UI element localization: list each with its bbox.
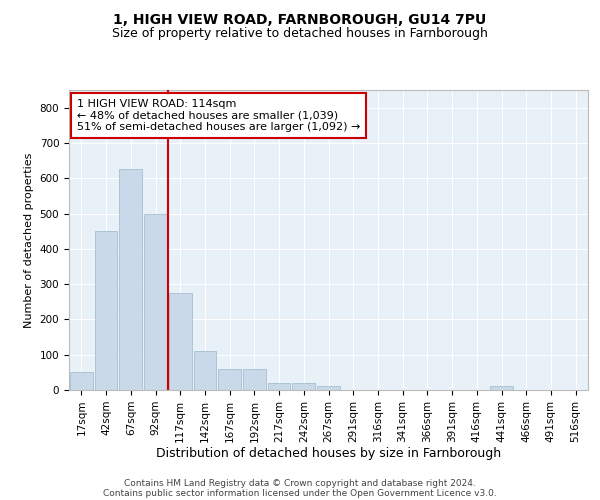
Bar xyxy=(144,214,167,390)
Bar xyxy=(194,351,216,390)
Bar xyxy=(292,383,315,390)
Bar xyxy=(70,372,93,390)
Text: Size of property relative to detached houses in Farnborough: Size of property relative to detached ho… xyxy=(112,28,488,40)
X-axis label: Distribution of detached houses by size in Farnborough: Distribution of detached houses by size … xyxy=(156,448,501,460)
Text: 1, HIGH VIEW ROAD, FARNBOROUGH, GU14 7PU: 1, HIGH VIEW ROAD, FARNBOROUGH, GU14 7PU xyxy=(113,12,487,26)
Bar xyxy=(490,386,513,390)
Bar xyxy=(169,293,191,390)
Bar xyxy=(268,383,290,390)
Bar xyxy=(95,231,118,390)
Bar xyxy=(119,170,142,390)
Bar xyxy=(218,369,241,390)
Bar xyxy=(317,386,340,390)
Bar xyxy=(243,369,266,390)
Text: Contains public sector information licensed under the Open Government Licence v3: Contains public sector information licen… xyxy=(103,488,497,498)
Text: Contains HM Land Registry data © Crown copyright and database right 2024.: Contains HM Land Registry data © Crown c… xyxy=(124,478,476,488)
Text: 1 HIGH VIEW ROAD: 114sqm
← 48% of detached houses are smaller (1,039)
51% of sem: 1 HIGH VIEW ROAD: 114sqm ← 48% of detach… xyxy=(77,99,360,132)
Y-axis label: Number of detached properties: Number of detached properties xyxy=(24,152,34,328)
